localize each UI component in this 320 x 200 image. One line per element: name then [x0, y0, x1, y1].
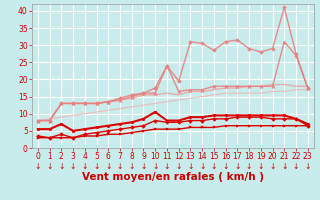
- Text: ↓: ↓: [211, 162, 217, 171]
- Text: ↓: ↓: [117, 162, 123, 171]
- Text: ↓: ↓: [305, 162, 311, 171]
- Text: ↓: ↓: [129, 162, 135, 171]
- Text: ↓: ↓: [105, 162, 111, 171]
- Text: ↓: ↓: [35, 162, 41, 171]
- Text: ↓: ↓: [58, 162, 65, 171]
- Text: ↓: ↓: [70, 162, 76, 171]
- Text: ↓: ↓: [246, 162, 252, 171]
- X-axis label: Vent moyen/en rafales ( km/h ): Vent moyen/en rafales ( km/h ): [82, 172, 264, 182]
- Text: ↓: ↓: [164, 162, 170, 171]
- Text: ↓: ↓: [258, 162, 264, 171]
- Text: ↓: ↓: [140, 162, 147, 171]
- Text: ↓: ↓: [293, 162, 299, 171]
- Text: ↓: ↓: [222, 162, 229, 171]
- Text: ↓: ↓: [93, 162, 100, 171]
- Text: ↓: ↓: [175, 162, 182, 171]
- Text: ↓: ↓: [234, 162, 241, 171]
- Text: ↓: ↓: [82, 162, 88, 171]
- Text: ↓: ↓: [269, 162, 276, 171]
- Text: ↓: ↓: [152, 162, 158, 171]
- Text: ↓: ↓: [46, 162, 53, 171]
- Text: ↓: ↓: [281, 162, 287, 171]
- Text: ↓: ↓: [187, 162, 194, 171]
- Text: ↓: ↓: [199, 162, 205, 171]
